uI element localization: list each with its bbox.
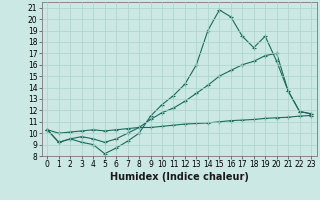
X-axis label: Humidex (Indice chaleur): Humidex (Indice chaleur) (110, 172, 249, 182)
